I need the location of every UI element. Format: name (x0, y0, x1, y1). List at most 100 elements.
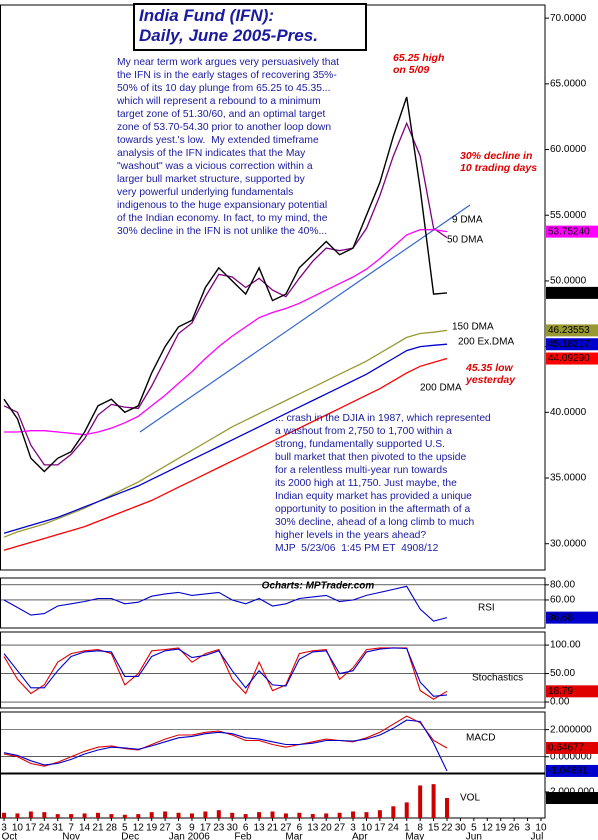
month-label: Jun (466, 832, 482, 840)
y-tick-label: 2.000000 (550, 724, 592, 735)
x-tick-label: 22 (441, 823, 453, 834)
volume-bar (42, 812, 47, 818)
volume-bar (189, 813, 194, 818)
data-line (3, 647, 448, 700)
volume-bar (351, 811, 356, 818)
volume-bar (431, 784, 436, 818)
volume-bar (377, 810, 382, 818)
end-label: 18.79 (548, 686, 573, 697)
panel-title: VOL (460, 793, 480, 804)
end-label-box (546, 611, 598, 624)
volume-bar (216, 810, 221, 818)
volume-bar (122, 814, 127, 818)
annotation: 45.35 low yesterday (466, 362, 516, 386)
month-label: Apr (352, 832, 368, 840)
end-label-box (546, 352, 598, 365)
x-tick-label: 6 (243, 823, 249, 834)
end-label-box (546, 324, 598, 337)
volume-bar (364, 812, 369, 818)
end-label-box (546, 338, 598, 351)
data-line (3, 329, 448, 538)
end-label-box (546, 764, 598, 777)
volume-bar (163, 811, 168, 818)
volume-bar (230, 812, 235, 818)
volume-bar (243, 814, 248, 818)
commentary: My near term work argues very persuasive… (117, 57, 340, 237)
panel-title: RSI (478, 603, 495, 614)
end-label-box (546, 792, 598, 805)
x-tick-label: 27 (334, 823, 346, 834)
volume-bar (2, 812, 7, 818)
x-tick-label: 13 (254, 823, 266, 834)
data-line (3, 585, 448, 622)
y-tick-label: 50.0000 (550, 276, 587, 287)
y-tick-label: 60.0000 (550, 144, 587, 155)
volume-bar (15, 813, 20, 818)
end-label: 0.64677 (548, 743, 585, 754)
y-tick-label: 60.00 (550, 595, 575, 606)
month-label: Oct (2, 832, 18, 840)
x-tick-label: 5 (471, 823, 477, 834)
x-tick-label: 24 (388, 823, 400, 834)
trend-line (139, 204, 471, 433)
volume-bar (418, 785, 423, 818)
x-tick-label: 19 (146, 823, 158, 834)
x-tick-label: 12 (482, 823, 494, 834)
volume-bar (257, 812, 262, 818)
panel-title: Stochastics (472, 673, 523, 684)
x-tick-label: 19 (495, 823, 507, 834)
data-line (3, 343, 448, 534)
volume-bar (136, 814, 141, 818)
y-tick-label: 100.00 (550, 640, 581, 651)
y-tick-label: 70.0000 (550, 13, 587, 24)
x-tick-label: 28 (106, 823, 118, 834)
data-line (3, 357, 448, 551)
source: Ocharts: MPTrader.com (262, 581, 375, 592)
end-label-box (546, 286, 598, 299)
chart-subtitle: Daily, June 2005-Pres. (139, 26, 318, 45)
series-label: 200 Ex.DMA (458, 337, 514, 348)
x-tick-label: 27 (280, 823, 292, 834)
end-label: 53.75240 (548, 226, 590, 237)
data-line (3, 719, 448, 772)
volume-bar (55, 814, 60, 818)
chart-title: India Fund (IFN): (139, 6, 275, 25)
x-tick-label: 21 (92, 823, 104, 834)
end-label-box (546, 741, 598, 754)
x-tick-label: 3 (525, 823, 531, 834)
x-tick-label: 30 (227, 823, 239, 834)
panel-frame (0, 577, 546, 629)
x-tick-label: 31 (52, 823, 64, 834)
title-box: India Fund (IFN): Daily, June 2005-Pres. (133, 3, 367, 51)
x-tick-label: 5 (122, 823, 128, 834)
data-line (3, 121, 448, 466)
end-label: 1,535,200 (548, 793, 593, 804)
x-tick-label: 13 (307, 823, 319, 834)
data-line (3, 96, 448, 473)
month-label: Jul (531, 832, 544, 840)
volume-bar (404, 802, 409, 818)
data-line (3, 647, 448, 697)
x-tick-label: 7 (68, 823, 74, 834)
end-label: 44.09290 (548, 353, 590, 364)
volume-bar (283, 813, 288, 818)
x-tick-label: 17 (200, 823, 212, 834)
y-tick-label: 30.0000 (550, 538, 587, 549)
x-tick-label: 9 (189, 823, 195, 834)
x-tick-label: 3 (350, 823, 356, 834)
volume-bar (391, 806, 396, 818)
y-tick-label: 35.0000 (550, 473, 587, 484)
volume-bar (297, 812, 302, 818)
month-label: Feb (234, 832, 252, 840)
data-line (4, 229, 448, 436)
volume-bar (109, 814, 114, 818)
volume-bar (28, 811, 33, 818)
volume-bar (95, 812, 100, 818)
x-tick-label: 23 (213, 823, 225, 834)
y-tick-label: 40.0000 (550, 407, 587, 418)
month-label: May (405, 832, 424, 840)
month-label: Dec (121, 832, 139, 840)
x-tick-label: 20 (321, 823, 333, 834)
